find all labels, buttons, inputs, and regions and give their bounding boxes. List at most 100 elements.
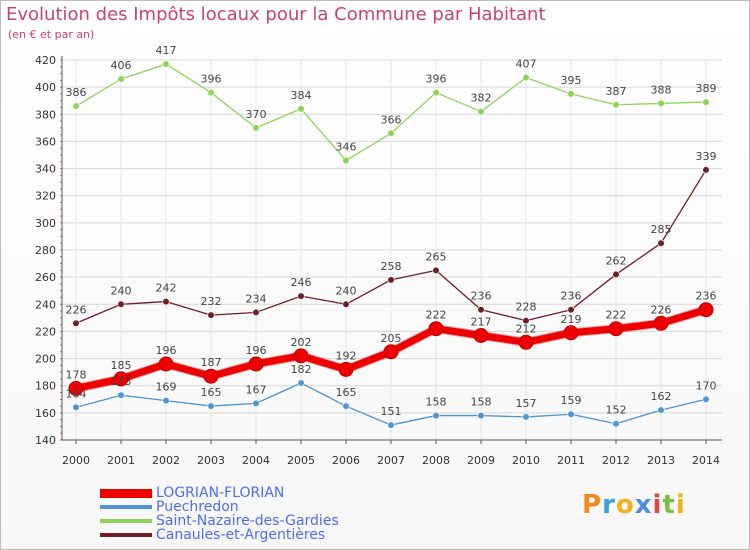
data-label: 406	[111, 59, 132, 72]
data-point	[162, 60, 170, 68]
data-point	[387, 276, 395, 284]
data-label: 232	[201, 295, 222, 308]
data-label: 158	[471, 396, 492, 409]
data-label: 262	[606, 254, 627, 267]
data-point	[207, 88, 215, 97]
y-tick-label: 160	[35, 407, 56, 420]
data-label: 169	[156, 381, 177, 394]
y-tick-label: 260	[35, 271, 56, 284]
data-point	[72, 102, 80, 110]
data-label: 384	[291, 89, 312, 102]
data-label: 202	[291, 336, 312, 349]
data-label: 159	[561, 394, 582, 407]
data-point	[207, 402, 215, 410]
data-point	[702, 98, 710, 106]
x-tick-label: 2006	[332, 454, 360, 467]
x-tick-label: 2009	[467, 454, 495, 467]
data-point	[432, 88, 440, 97]
y-tick-label: 280	[35, 244, 56, 257]
x-tick-label: 2013	[647, 454, 675, 467]
data-point	[207, 311, 215, 319]
data-label: 196	[156, 344, 177, 357]
y-tick-label: 380	[35, 108, 56, 121]
data-label: 407	[516, 58, 537, 71]
x-tick-label: 2014	[692, 454, 720, 467]
data-point	[653, 315, 669, 331]
legend-item: Canaules-et-Argentières	[100, 528, 339, 542]
y-tick-label: 180	[35, 380, 56, 393]
x-tick-label: 2008	[422, 454, 450, 467]
data-point	[203, 368, 219, 384]
data-point	[477, 107, 485, 116]
data-label: 185	[111, 359, 132, 372]
data-label: 205	[381, 332, 402, 345]
legend: LOGRIAN-FLORIAN Puechredon Saint-Nazaire-d…	[100, 486, 339, 542]
data-label: 396	[201, 73, 222, 86]
data-label: 395	[561, 74, 582, 87]
data-label: 386	[66, 86, 87, 99]
data-point	[342, 300, 350, 308]
legend-item: Saint-Nazaire-des-Gardies	[100, 514, 339, 528]
data-label: 236	[696, 290, 717, 303]
x-tick-label: 2004	[242, 454, 270, 467]
data-point	[297, 105, 305, 113]
data-point	[293, 348, 309, 364]
data-label: 265	[426, 250, 447, 263]
data-point	[297, 292, 305, 300]
data-point	[518, 334, 534, 350]
data-point	[612, 270, 620, 279]
data-label: 196	[246, 344, 267, 357]
data-point	[162, 397, 170, 405]
data-point	[342, 402, 350, 410]
data-point	[252, 308, 260, 317]
data-point	[338, 361, 354, 377]
data-point	[522, 74, 530, 82]
data-label: 417	[156, 44, 177, 57]
data-label: 387	[606, 85, 627, 98]
data-label: 222	[606, 309, 627, 322]
data-point	[68, 380, 84, 396]
legend-label: Saint-Nazaire-des-Gardies	[156, 513, 339, 529]
data-point	[252, 399, 260, 407]
data-label: 158	[426, 396, 447, 409]
x-tick-label: 2001	[107, 454, 135, 467]
data-label: 285	[651, 223, 672, 236]
data-label: 164	[66, 387, 87, 400]
data-label: 240	[111, 284, 132, 297]
data-label: 192	[336, 349, 357, 362]
data-point	[567, 90, 575, 98]
proxiti-logo: Proxiti	[582, 490, 686, 520]
x-tick-label: 2003	[197, 454, 225, 467]
data-point	[612, 101, 620, 109]
data-label: 178	[66, 368, 87, 381]
data-label: 396	[426, 73, 447, 86]
data-label: 157	[516, 397, 537, 410]
data-label: 226	[66, 303, 87, 316]
legend-item: Puechredon	[100, 500, 339, 514]
x-tick-label: 2002	[152, 454, 180, 467]
legend-swatch	[100, 533, 152, 537]
data-point	[563, 325, 579, 341]
data-label: 217	[471, 316, 492, 329]
x-tick-label: 2007	[377, 454, 405, 467]
x-tick-label: 2011	[557, 454, 585, 467]
data-point	[522, 316, 530, 325]
data-label: 242	[156, 282, 177, 295]
x-tick-label: 2010	[512, 454, 540, 467]
data-point	[113, 371, 129, 387]
data-label: 240	[336, 284, 357, 297]
data-point	[117, 300, 125, 308]
y-tick-label: 200	[35, 353, 56, 366]
y-tick-label: 400	[35, 81, 56, 94]
data-label: 388	[651, 83, 672, 96]
data-point	[72, 319, 80, 327]
data-label: 187	[201, 356, 222, 369]
data-point	[297, 379, 305, 387]
data-label: 165	[201, 386, 222, 399]
y-tick-label: 240	[35, 298, 56, 311]
data-label: 152	[606, 404, 627, 417]
data-point	[248, 356, 264, 372]
data-label: 162	[651, 390, 672, 403]
data-point	[383, 344, 399, 360]
